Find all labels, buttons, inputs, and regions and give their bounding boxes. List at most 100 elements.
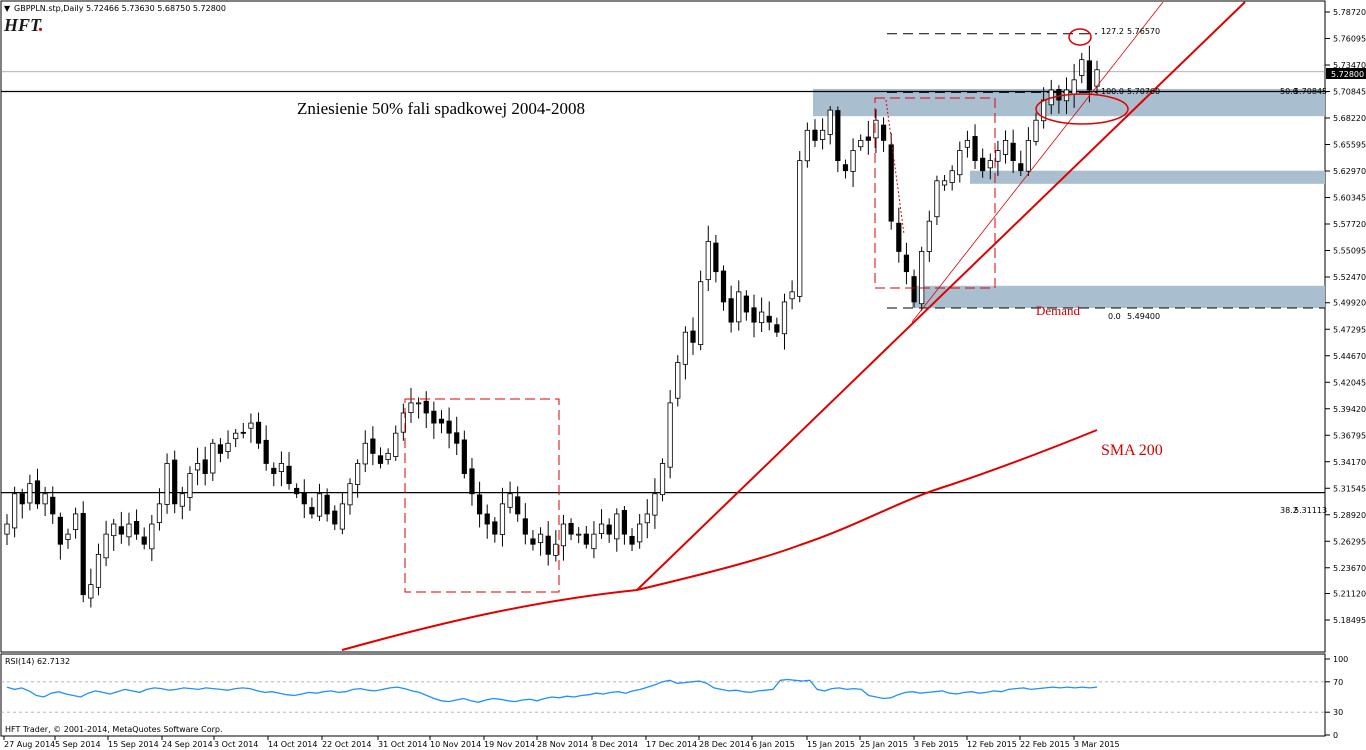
candle-body — [416, 402, 422, 405]
rsi-line — [6, 678, 1098, 703]
candle-body — [240, 431, 246, 434]
candle-body — [1002, 140, 1009, 155]
candle-body — [225, 442, 231, 452]
candle-body — [438, 418, 445, 424]
candle-body — [210, 442, 216, 474]
date-tick-label: 3 Feb 2015 — [914, 740, 959, 749]
candle-body — [324, 494, 330, 515]
dashed-box-1 — [404, 398, 560, 593]
candle-body — [393, 432, 399, 457]
candle-body — [568, 522, 574, 535]
candle-body — [919, 251, 925, 305]
price-tick-label: 5.23670 — [1333, 564, 1366, 573]
symbol-line: GBPPLN.stp,Daily 5.72466 5.73630 5.68750… — [14, 4, 226, 13]
candle-body — [743, 295, 749, 313]
candle-body — [1086, 60, 1092, 91]
current-price-box — [1326, 68, 1366, 79]
date-axis: 27 Aug 2014 5 Sep 2014 15 Sep 2014 24 Sep 2… — [3, 736, 1120, 749]
candle-body — [896, 222, 902, 252]
date-tick-label: 3 Mar 2015 — [1074, 740, 1120, 749]
candle-body — [957, 150, 963, 176]
candle-body — [675, 362, 681, 399]
candle-body — [629, 535, 635, 545]
rsi-layer — [1, 678, 1325, 713]
candle-body — [133, 521, 140, 535]
fib-50-label: 50.0 — [1280, 87, 1298, 96]
candle-body — [12, 493, 18, 529]
price-tick-label: 5.49920 — [1333, 299, 1366, 308]
candle-body — [995, 150, 1001, 162]
candle-body — [370, 438, 376, 454]
candle-body — [461, 439, 467, 474]
candle-body — [819, 129, 826, 140]
price-tick-label: 5.52470 — [1333, 273, 1366, 282]
candle-body — [850, 150, 856, 172]
candle-body — [499, 503, 506, 535]
price-tick-label: 5.60345 — [1333, 194, 1366, 203]
fib-100-value: 5.70760 — [1127, 87, 1160, 96]
candle-body — [42, 493, 48, 505]
overlay-layer — [341, 1, 1246, 651]
price-tick-label: 5.21120 — [1333, 589, 1366, 598]
fib-0-label: 0.0 — [1108, 312, 1121, 321]
price-axis: 5.78720 5.76095 5.73470 5.70845 5.68220 5.655… — [1325, 8, 1366, 625]
demand-label: Demand — [1036, 303, 1081, 318]
candle-body — [507, 493, 513, 508]
price-tick-label: 5.55095 — [1333, 247, 1366, 256]
price-tick-label: 5.18495 — [1333, 616, 1366, 625]
date-tick-label: 24 Sep 2014 — [162, 740, 213, 749]
candle-body — [583, 533, 589, 545]
date-tick-label: 27 Aug 2014 — [4, 740, 55, 749]
price-tick-label: 5.47295 — [1333, 325, 1366, 334]
date-tick-label: 8 Dec 2014 — [592, 740, 638, 749]
candle-body — [1018, 163, 1024, 172]
candle-body — [88, 584, 94, 599]
candle-body — [377, 455, 384, 464]
candle-body — [842, 164, 849, 172]
candle-body — [728, 298, 734, 323]
candle-body — [492, 521, 498, 535]
candle-body — [705, 240, 711, 281]
date-tick-label: 10 Nov 2014 — [430, 740, 481, 749]
candle-body — [652, 493, 658, 516]
candle-body — [469, 468, 475, 495]
candle-body — [263, 439, 269, 464]
candle-body — [522, 518, 528, 535]
candle-body — [332, 510, 338, 525]
candles-layer — [4, 45, 1100, 608]
candle-body — [385, 452, 391, 461]
candle-body — [797, 160, 803, 297]
candle-body — [255, 421, 262, 444]
candle-body — [789, 291, 795, 300]
candle-body — [888, 144, 894, 222]
candle-body — [926, 220, 932, 252]
copyright-text: HFT Trader, © 2001-2014, MetaQuotes Soft… — [5, 725, 223, 734]
date-tick-label: 15 Sep 2014 — [108, 740, 159, 749]
rsi-tick-label: 30 — [1333, 708, 1343, 717]
candle-body — [156, 503, 163, 523]
candle-body — [34, 480, 41, 505]
candle-body — [515, 496, 521, 515]
dropdown-arrow-icon[interactable]: ▼ — [4, 4, 11, 13]
candle-body — [248, 422, 254, 429]
candle-body — [164, 463, 170, 505]
fib-0-value: 5.49400 — [1127, 312, 1160, 321]
candle-body — [194, 463, 201, 471]
candle-body — [941, 180, 948, 186]
candle-body — [217, 444, 224, 454]
date-tick-label: 22 Feb 2015 — [1020, 740, 1070, 749]
candle-body — [530, 538, 536, 545]
candle-body — [118, 526, 124, 535]
candle-body — [1025, 140, 1031, 172]
fib-1272-value: 5.76570 — [1127, 27, 1160, 36]
candle-body — [667, 402, 673, 468]
candle-body — [720, 270, 727, 303]
candle-body — [949, 170, 955, 183]
price-tick-label: 5.36795 — [1333, 431, 1366, 440]
svg-text:.: . — [38, 14, 43, 36]
date-tick-label: 3 Oct 2014 — [214, 740, 258, 749]
date-tick-label: 14 Oct 2014 — [268, 740, 317, 749]
dotted-connector — [885, 99, 905, 235]
candle-body — [202, 459, 208, 474]
trendline-main — [636, 1, 1246, 591]
